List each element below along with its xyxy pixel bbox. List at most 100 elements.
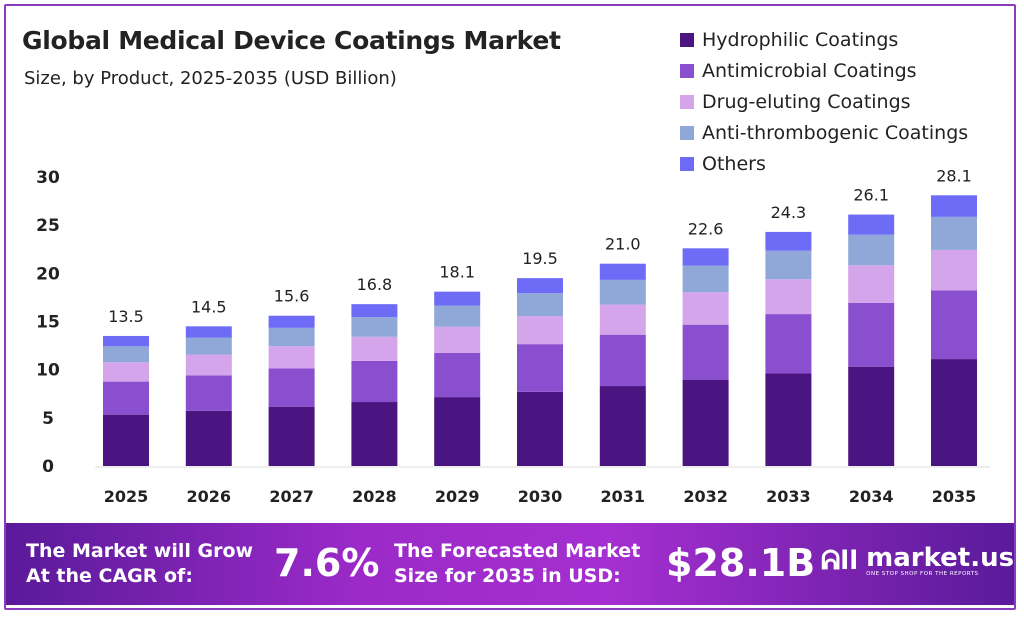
bar-segment: [268, 368, 315, 407]
y-tick-label: 0: [42, 457, 54, 477]
x-tick-label: 2025: [104, 487, 149, 506]
bar-segment: [351, 336, 398, 361]
forecast-value: $28.1B: [666, 541, 816, 585]
y-tick-label: 30: [36, 168, 60, 188]
bar-segment: [434, 305, 481, 327]
bar-segment: [351, 317, 398, 337]
logo-name: market.us: [866, 543, 1015, 573]
logo-mark-icon: ᕱll: [821, 545, 859, 576]
x-tick-label: 2027: [269, 487, 314, 506]
bar-segment: [931, 359, 977, 466]
bar-segment: [103, 346, 149, 363]
bar-segment: [682, 292, 729, 325]
bar-segment: [848, 366, 895, 466]
legend-label: Others: [702, 152, 766, 175]
legend-label: Anti-thrombogenic Coatings: [702, 121, 969, 144]
bar-segment: [434, 397, 481, 466]
logo-tagline: ONE STOP SHOP FOR THE REPORTS: [866, 571, 979, 577]
y-tick-label: 25: [36, 216, 60, 236]
bar-segment: [599, 304, 646, 335]
bar-segment: [848, 234, 895, 266]
bar-segment: [599, 334, 646, 387]
market-us-logo: ᕱll market.us ONE STOP SHOP FOR THE REPO…: [821, 545, 1014, 577]
bar-segment: [103, 362, 149, 382]
bar-segment: [848, 265, 895, 303]
image-frame: [4, 4, 1016, 610]
bar-segment: [185, 375, 232, 411]
bar-segment: [351, 402, 398, 466]
cagr-label: The Market will Grow At the CAGR of:: [26, 539, 253, 589]
bar-segment: [682, 379, 729, 466]
legend-swatch: [680, 63, 694, 78]
forecast-label: The Forecasted Market Size for 2035 in U…: [394, 539, 640, 589]
legend-item: Others: [680, 148, 968, 179]
legend-label: Antimicrobial Coatings: [702, 59, 917, 82]
bar-segment: [103, 381, 149, 415]
x-tick-label: 2031: [601, 487, 646, 506]
chart-title: Global Medical Device Coatings Market: [22, 26, 561, 55]
bar-segment: [351, 360, 398, 403]
bar-segment: [765, 279, 812, 315]
bar-segment: [517, 344, 563, 392]
bar-segment: [931, 249, 977, 291]
x-tick-label: 2032: [683, 487, 728, 506]
bar-segment: [434, 291, 481, 306]
bar-segment: [517, 316, 563, 345]
legend-item: Drug-eluting Coatings: [680, 86, 968, 117]
bar-segment: [268, 315, 315, 328]
legend: Hydrophilic Coatings Antimicrobial Coatin…: [680, 24, 968, 179]
total-label: 19.5: [522, 249, 558, 268]
summary-banner: The Market will Grow At the CAGR of: 7.6…: [6, 523, 1014, 605]
y-tick-label: 10: [36, 361, 60, 381]
legend-item: Anti-thrombogenic Coatings: [680, 117, 968, 148]
x-tick-label: 2028: [352, 487, 397, 506]
bar-segment: [103, 414, 149, 466]
legend-item: Antimicrobial Coatings: [680, 55, 968, 86]
legend-label: Hydrophilic Coatings: [702, 28, 899, 51]
bar-segment: [268, 327, 315, 347]
bar-segment: [517, 278, 563, 294]
bar-segment: [517, 391, 563, 466]
legend-swatch: [680, 94, 694, 109]
bar-segment: [268, 346, 315, 369]
total-label: 28.1: [936, 166, 972, 185]
total-label: 15.6: [274, 287, 310, 306]
forecast-label-line2: Size for 2035 in USD:: [394, 565, 621, 587]
bar-segment: [682, 324, 729, 380]
x-tick-label: 2029: [435, 487, 480, 506]
total-label: 13.5: [108, 307, 144, 326]
bar-segment: [434, 326, 481, 353]
bar-segment: [931, 290, 977, 360]
bar-segment: [103, 335, 149, 347]
x-tick-label: 2026: [187, 487, 232, 506]
cagr-value: 7.6%: [274, 541, 380, 585]
bar-segment: [765, 373, 812, 466]
x-tick-label: 2035: [932, 487, 977, 506]
legend-swatch: [680, 125, 694, 140]
cagr-label-line1: The Market will Grow: [26, 540, 254, 562]
bar-segment: [765, 250, 812, 280]
legend-swatch: [680, 156, 694, 171]
total-label: 18.1: [439, 263, 475, 282]
y-tick-label: 20: [36, 264, 60, 284]
total-label: 21.0: [605, 235, 641, 254]
bar-segment: [931, 216, 977, 250]
total-label: 24.3: [771, 203, 807, 222]
bar-segment: [599, 386, 646, 466]
y-tick-label: 5: [42, 409, 54, 429]
total-label: 16.8: [357, 275, 393, 294]
x-tick-label: 2033: [766, 487, 811, 506]
bar-segment: [185, 354, 232, 376]
cagr-label-line2: At the CAGR of:: [26, 565, 193, 587]
bar-segment: [682, 265, 729, 293]
x-tick-label: 2030: [518, 487, 563, 506]
forecast-label-line1: The Forecasted Market: [394, 540, 641, 562]
legend-label: Drug-eluting Coatings: [702, 90, 911, 113]
chart-subtitle: Size, by Product, 2025-2035 (USD Billion…: [24, 68, 397, 89]
bar-segment: [434, 352, 481, 398]
bar-segment: [185, 410, 232, 466]
bar-segment: [765, 314, 812, 374]
legend-swatch: [680, 32, 694, 47]
total-label: 14.5: [191, 297, 227, 316]
